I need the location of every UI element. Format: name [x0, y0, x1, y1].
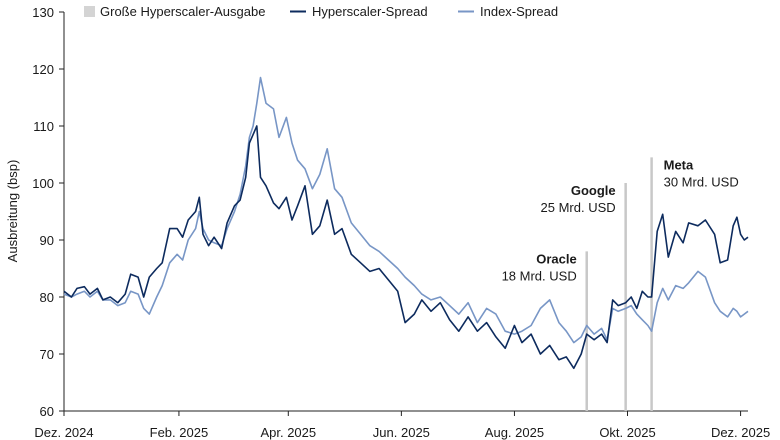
y-tick-label: 60 — [40, 404, 54, 419]
legend-swatch-issuance — [84, 6, 95, 17]
event-label-name: Oracle — [536, 251, 576, 266]
x-tick-label: Apr. 2025 — [260, 425, 316, 440]
y-axis: 60 70 80 90 100 110 120 130 — [32, 5, 65, 419]
series-lines — [63, 76, 749, 370]
y-tick-label: 110 — [33, 119, 54, 134]
y-tick-label: 100 — [32, 176, 54, 191]
series-line — [63, 125, 749, 370]
y-axis-title: Ausbreitung (bsp) — [5, 160, 20, 263]
legend: Große Hyperscaler-Ausgabe Hyperscaler-Sp… — [84, 4, 558, 19]
y-tick-label: 130 — [32, 5, 54, 20]
event-label-amount: 25 Mrd. USD — [541, 200, 616, 215]
y-tick-label: 70 — [40, 347, 54, 362]
x-axis: Dez. 2024 Feb. 2025 Apr. 2025 Jun. 2025 Aug.… — [34, 410, 770, 440]
y-tick-label: 90 — [40, 233, 54, 248]
x-tick-label: Okt. 2025 — [599, 425, 655, 440]
event-label-amount: 30 Mrd. USD — [664, 174, 739, 189]
x-tick-label: Feb. 2025 — [150, 425, 209, 440]
event-markers — [585, 157, 653, 411]
event-label-amount: 18 Mrd. USD — [502, 268, 577, 283]
event-label-name: Google — [571, 183, 616, 198]
y-tick-label: 80 — [40, 290, 54, 305]
x-tick-label: Dez. 2025 — [711, 425, 770, 440]
event-label-name: Meta — [664, 157, 694, 172]
legend-label-issuance: Große Hyperscaler-Ausgabe — [100, 4, 265, 19]
event-labels: Oracle 18 Mrd. USD Google 25 Mrd. USD Meta 30… — [502, 157, 739, 283]
x-tick-label: Jun. 2025 — [373, 425, 430, 440]
x-tick-label: Dez. 2024 — [34, 425, 93, 440]
y-tick-label: 120 — [32, 62, 54, 77]
series-line — [63, 76, 749, 344]
x-tick-label: Aug. 2025 — [485, 425, 544, 440]
legend-label-index: Index-Spread — [480, 4, 558, 19]
legend-label-hyperscaler: Hyperscaler-Spread — [312, 4, 428, 19]
